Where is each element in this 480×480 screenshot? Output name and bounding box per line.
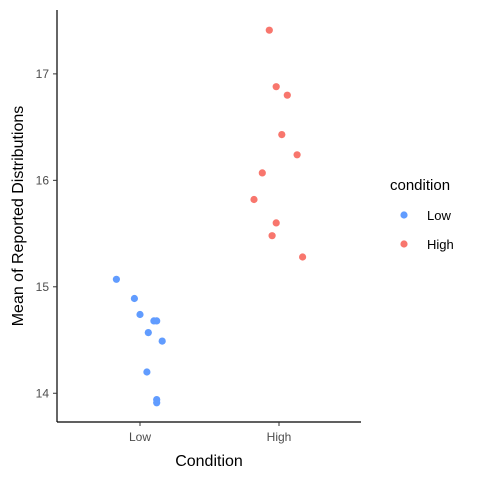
y-axis-title: Mean of Reported Distributions: [10, 106, 27, 327]
x-tick-label: Low: [129, 430, 151, 444]
data-point-high: [265, 26, 273, 34]
data-point-low: [153, 317, 161, 325]
data-point-high: [268, 232, 276, 240]
legend-title: condition: [390, 177, 450, 194]
data-points: [112, 26, 307, 407]
data-point-high: [293, 151, 301, 159]
data-point-high: [283, 91, 291, 99]
data-point-low: [153, 399, 161, 407]
y-tick-label: 17: [36, 67, 50, 81]
axes: [56, 10, 361, 423]
data-point-low: [158, 337, 166, 345]
x-ticks: Low High: [129, 422, 291, 444]
data-point-high: [272, 219, 280, 227]
legend-label-low: Low: [427, 208, 451, 223]
legend-key-high: [400, 240, 408, 248]
legend-key-low: [400, 211, 408, 219]
y-ticks: 14 15 16 17: [36, 67, 57, 400]
data-point-high: [258, 169, 266, 177]
data-point-high: [299, 253, 307, 261]
y-tick-label: 16: [36, 173, 50, 187]
data-point-high: [278, 131, 286, 139]
legend-label-high: High: [427, 237, 454, 252]
data-point-high: [272, 83, 280, 91]
data-point-low: [144, 329, 152, 337]
y-tick-label: 14: [36, 386, 50, 400]
data-point-low: [136, 310, 144, 319]
data-point-low: [130, 294, 138, 303]
legend: condition Low High: [390, 177, 454, 252]
x-axis-title: Condition: [175, 453, 243, 470]
data-point-low: [143, 368, 151, 376]
x-tick-label: High: [267, 430, 292, 444]
y-tick-label: 15: [36, 280, 50, 294]
data-point-low: [112, 275, 120, 283]
data-point-high: [250, 195, 258, 204]
